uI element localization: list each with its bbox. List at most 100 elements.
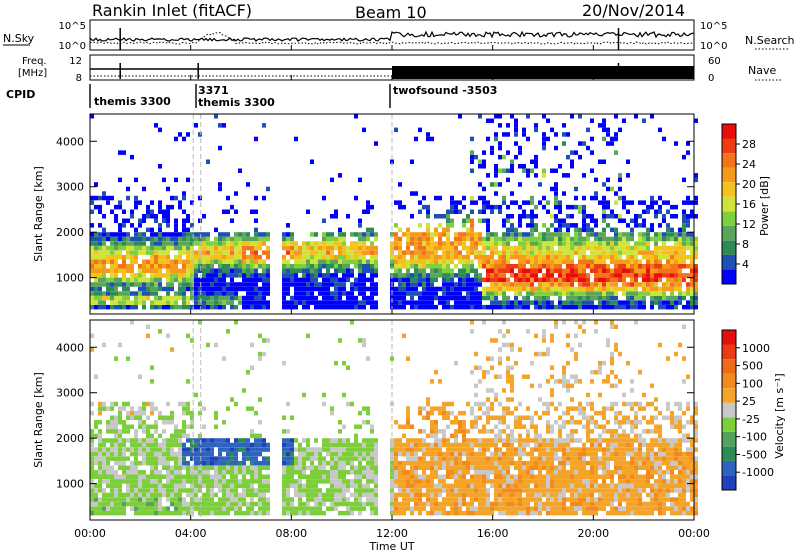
velocity-cell xyxy=(230,460,234,466)
power-cell xyxy=(202,214,206,219)
power-cell xyxy=(146,236,150,242)
velocity-cell xyxy=(526,510,530,516)
velocity-cell xyxy=(338,438,342,443)
velocity-cell xyxy=(474,351,478,357)
velocity-cell xyxy=(142,510,146,516)
power-cell xyxy=(298,245,302,251)
power-cell xyxy=(342,304,346,310)
power-cell xyxy=(502,154,506,160)
velocity-cell xyxy=(126,501,130,507)
power-cell xyxy=(198,132,202,137)
power-cell xyxy=(186,277,190,283)
power-cell xyxy=(562,218,566,223)
velocity-cell xyxy=(314,510,318,516)
velocity-cell xyxy=(550,506,554,511)
nsky-right-tick-top: 10^5 xyxy=(700,21,727,32)
power-cell xyxy=(614,236,618,242)
power-cell xyxy=(546,227,550,233)
velocity-cell xyxy=(526,497,530,502)
power-cell xyxy=(166,264,170,269)
velocity-cell xyxy=(506,470,510,475)
velocity-cell xyxy=(210,497,214,502)
velocity-cell xyxy=(510,379,514,384)
velocity-cell xyxy=(174,470,178,475)
velocity-cell xyxy=(546,410,550,416)
velocity-cell xyxy=(218,451,222,457)
power-cell xyxy=(298,277,302,283)
power-cell xyxy=(414,264,418,269)
power-cell xyxy=(430,304,434,310)
velocity-cell xyxy=(110,474,114,479)
velocity-cell xyxy=(306,510,310,516)
power-cell xyxy=(598,304,602,310)
power-cell xyxy=(486,245,490,251)
velocity-cell xyxy=(286,438,290,443)
power-cell xyxy=(266,273,270,278)
power-cell xyxy=(642,245,646,251)
power-cell xyxy=(362,259,366,264)
power-cell xyxy=(594,250,598,255)
velocity-cell xyxy=(366,456,370,461)
velocity-cell xyxy=(546,483,550,489)
power-cell xyxy=(166,277,170,283)
power-cell xyxy=(674,141,678,146)
power-cell xyxy=(398,304,402,310)
velocity-cell xyxy=(526,374,530,379)
power-cell xyxy=(542,173,546,178)
power-cell xyxy=(434,259,438,264)
velocity-cell xyxy=(350,320,354,325)
power-cell xyxy=(394,236,398,242)
power-cell xyxy=(370,241,374,246)
velocity-cell xyxy=(406,488,410,493)
power-cell xyxy=(546,304,550,310)
power-cell xyxy=(598,295,602,301)
power-cell xyxy=(350,259,354,264)
velocity-cell xyxy=(230,470,234,475)
power-cell xyxy=(578,259,582,264)
velocity-cell xyxy=(146,401,150,407)
velocity-cell xyxy=(130,442,134,448)
power-cell xyxy=(222,236,226,242)
velocity-cell xyxy=(238,447,242,452)
power-cell xyxy=(546,245,550,251)
velocity-cell xyxy=(290,456,294,461)
power-cell xyxy=(662,282,666,287)
power-cell xyxy=(246,277,250,283)
power-cell xyxy=(542,136,546,142)
power-cell xyxy=(586,232,590,237)
power-cell xyxy=(566,232,570,237)
power-cell xyxy=(610,209,614,214)
velocity-cell xyxy=(286,488,290,493)
velocity-cell xyxy=(510,438,514,443)
velocity-cell xyxy=(414,479,418,484)
velocity-cell xyxy=(410,497,414,502)
power-cell xyxy=(478,282,482,287)
velocity-cell xyxy=(142,497,146,502)
velocity-cell xyxy=(474,497,478,502)
power-cell xyxy=(182,300,186,305)
velocity-cell xyxy=(118,465,122,470)
power-cell xyxy=(666,264,670,269)
velocity-cell xyxy=(138,460,142,466)
velocity-cell xyxy=(478,442,482,448)
power-cell xyxy=(338,304,342,310)
power-cell xyxy=(362,254,366,260)
velocity-cell xyxy=(418,501,422,507)
colorbar-swatch xyxy=(722,167,736,183)
velocity-cell xyxy=(370,470,374,475)
power-cell xyxy=(670,268,674,273)
power-cell xyxy=(598,286,602,292)
velocity-cell xyxy=(158,470,162,475)
velocity-cell xyxy=(514,483,518,489)
power-cell xyxy=(318,250,322,255)
velocity-cell xyxy=(442,433,446,439)
velocity-cell xyxy=(454,479,458,484)
velocity-cell xyxy=(338,429,342,434)
power-cell xyxy=(410,300,414,305)
power-cell xyxy=(190,282,194,287)
power-cell xyxy=(474,268,478,273)
power-cell xyxy=(150,250,154,255)
velocity-cell xyxy=(430,470,434,475)
power-cell xyxy=(474,286,478,292)
power-cell xyxy=(334,282,338,287)
